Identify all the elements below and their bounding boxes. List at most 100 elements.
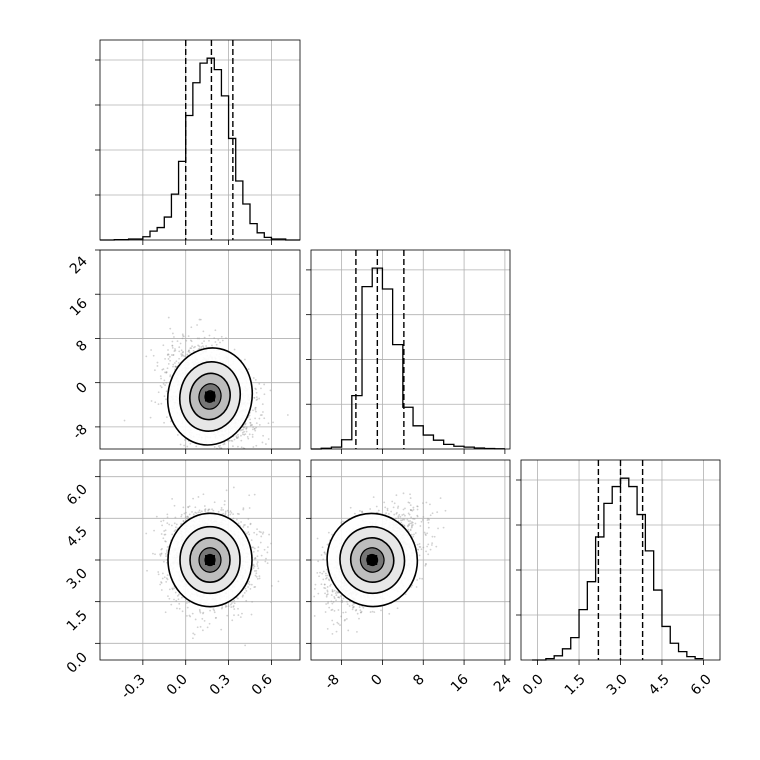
scatter-point xyxy=(230,602,233,605)
scatter-point xyxy=(239,429,242,432)
scatter-point xyxy=(167,595,169,598)
scatter-point xyxy=(248,580,251,583)
scatter-point xyxy=(165,555,167,558)
scatter-point xyxy=(176,594,179,597)
scatter-point xyxy=(252,546,255,549)
scatter-point xyxy=(237,614,240,616)
scatter-point xyxy=(174,349,177,352)
scatter-point xyxy=(253,427,256,430)
scatter-point xyxy=(202,611,205,614)
scatter-point xyxy=(189,615,192,618)
scatter-point xyxy=(161,524,164,527)
scatter-point xyxy=(171,344,174,347)
scatter-point xyxy=(173,362,176,364)
scatter-point xyxy=(168,597,171,600)
scatter-point xyxy=(145,532,148,535)
scatter-point xyxy=(187,506,189,508)
scatter-point xyxy=(235,437,238,439)
scatter-point xyxy=(174,529,177,531)
scatter-point xyxy=(265,443,267,445)
scatter-point xyxy=(176,607,178,610)
scatter-point xyxy=(232,605,235,608)
scatter-point xyxy=(254,570,256,572)
scatter-point xyxy=(252,446,255,448)
scatter-point xyxy=(245,427,248,430)
scatter-point xyxy=(227,511,230,514)
scatter-point xyxy=(205,345,208,347)
scatter-point xyxy=(261,414,263,416)
scatter-point xyxy=(252,564,255,567)
scatter-point xyxy=(187,335,190,338)
scatter-point xyxy=(192,497,194,500)
scatter-point xyxy=(179,443,182,446)
scatter-point xyxy=(255,570,258,572)
scatter-point xyxy=(225,605,228,608)
scatter-point xyxy=(253,493,256,496)
histogram-step xyxy=(311,267,505,450)
scatter-point xyxy=(197,496,200,498)
scatter-point xyxy=(207,508,210,511)
scatter-point xyxy=(173,350,176,352)
scatter-point xyxy=(254,417,257,420)
scatter-point xyxy=(197,344,200,347)
scatter-point xyxy=(251,433,254,436)
scatter-point xyxy=(247,518,250,520)
scatter-point xyxy=(259,414,262,417)
scatter-point xyxy=(172,363,175,366)
scatter-point xyxy=(180,513,183,516)
scatter-point xyxy=(169,327,172,330)
scatter-point xyxy=(254,585,257,588)
scatter-point xyxy=(182,351,185,353)
scatter-point xyxy=(172,354,175,357)
scatter-point xyxy=(256,565,259,567)
scatter-point xyxy=(244,433,247,436)
scatter-point xyxy=(242,428,245,431)
scatter-point xyxy=(263,383,266,386)
scatter-point xyxy=(269,389,272,392)
scatter-point xyxy=(250,539,253,542)
scatter-point xyxy=(159,554,162,557)
scatter-point xyxy=(254,407,257,410)
scatter-point xyxy=(255,391,258,394)
scatter-point xyxy=(167,316,170,319)
scatter-point xyxy=(243,426,246,428)
scatter-point xyxy=(154,553,156,556)
scatter-point xyxy=(162,560,165,563)
scatter-point xyxy=(255,575,258,578)
scatter-point xyxy=(240,439,243,442)
scatter-point xyxy=(219,444,222,447)
scatter-point xyxy=(242,433,244,436)
scatter-point xyxy=(150,400,153,402)
scatter-point xyxy=(252,426,255,429)
scatter-point xyxy=(166,522,169,524)
scatter-point xyxy=(254,378,257,381)
scatter-point xyxy=(214,617,217,619)
scatter-point xyxy=(247,582,250,585)
scatter-point xyxy=(220,607,223,610)
scatter-point xyxy=(240,521,242,523)
scatter-point xyxy=(254,406,257,409)
scatter-point xyxy=(251,424,254,426)
scatter-point xyxy=(260,531,262,534)
scatter-point xyxy=(194,506,197,509)
scatter-point xyxy=(224,604,227,607)
scatter-point xyxy=(247,586,250,588)
scatter-point xyxy=(189,339,192,342)
scatter-point xyxy=(236,597,239,600)
scatter-point xyxy=(160,552,163,555)
scatter-point xyxy=(248,507,251,509)
scatter-point xyxy=(171,344,174,347)
scatter-point xyxy=(174,516,177,519)
scatter-point xyxy=(195,512,198,515)
scatter-point xyxy=(165,371,168,374)
scatter-point xyxy=(251,436,254,438)
scatter-point xyxy=(171,497,174,500)
scatter-point xyxy=(159,375,162,378)
scatter-point xyxy=(164,529,167,532)
scatter-point xyxy=(170,524,173,527)
scatter-point xyxy=(242,426,245,429)
scatter-point xyxy=(164,540,167,543)
scatter-point xyxy=(256,563,258,565)
scatter-point xyxy=(164,371,166,374)
